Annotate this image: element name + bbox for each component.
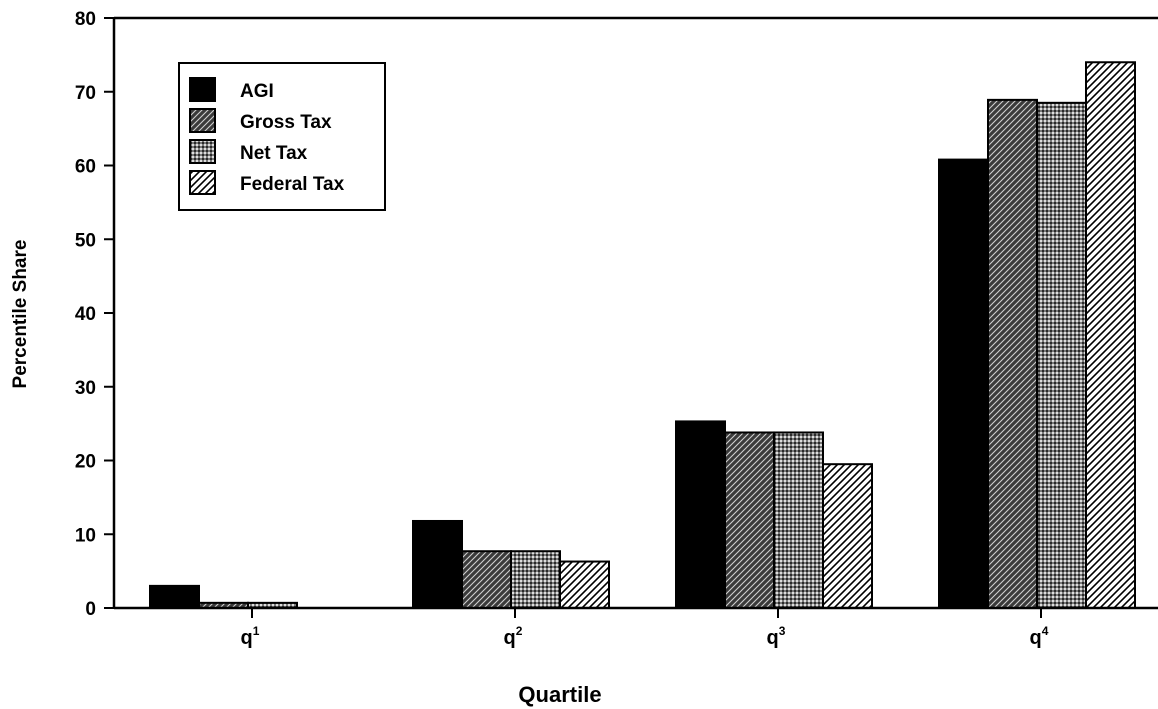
legend-swatch-net-tax: [189, 139, 216, 164]
y-tick-label: 40: [75, 304, 96, 325]
y-ticks-group: 0 10 20 30 40 50 60 70 80: [75, 9, 114, 620]
legend-label-net-tax: Net Tax: [240, 143, 308, 164]
bar-federal-tax-q2: [559, 560, 610, 609]
bar-agi-q3: [675, 420, 726, 609]
legend-label-federal-tax: Federal Tax: [240, 174, 345, 195]
legend: AGI Gross Tax Net Tax Federal Tax: [178, 62, 386, 211]
bar-net-tax-q4: [1036, 101, 1087, 609]
bar-net-tax-q3: [773, 431, 824, 609]
y-tick-label: 80: [75, 9, 96, 30]
legend-swatch-federal-tax: [189, 170, 216, 195]
bar-federal-tax-q4: [1085, 61, 1136, 609]
y-axis-label: Percentile Share: [10, 240, 31, 389]
x-tick-label: q4: [1030, 624, 1049, 649]
bar-agi-q4: [938, 158, 989, 609]
x-tick-label: q2: [504, 624, 523, 649]
y-tick-label: 60: [75, 157, 96, 178]
y-tick-label: 30: [75, 378, 96, 399]
bars-group: [149, 61, 1136, 610]
y-tick-label: 20: [75, 452, 96, 473]
legend-label-agi: AGI: [240, 81, 274, 102]
y-tick-label: 0: [85, 599, 96, 620]
y-tick-label: 70: [75, 83, 96, 104]
bar-agi-q2: [412, 519, 463, 609]
bar-gross-tax-q2: [461, 550, 512, 610]
bar-agi-q1: [149, 584, 200, 609]
y-tick-label: 50: [75, 230, 96, 251]
bar-gross-tax-q3: [724, 431, 775, 609]
x-tick-label: q3: [767, 624, 786, 649]
legend-label-gross-tax: Gross Tax: [240, 112, 332, 133]
y-tick-label: 10: [75, 525, 96, 546]
x-ticks-group: q1 q2 q3 q4: [241, 608, 1049, 649]
bar-gross-tax-q4: [987, 98, 1038, 610]
legend-swatch-agi: [189, 77, 216, 102]
bar-federal-tax-q3: [822, 463, 873, 609]
x-axis-label: Quartile: [518, 682, 601, 707]
legend-swatch-gross-tax: [189, 108, 216, 133]
x-tick-label: q1: [241, 624, 260, 649]
bar-net-tax-q2: [510, 550, 561, 610]
